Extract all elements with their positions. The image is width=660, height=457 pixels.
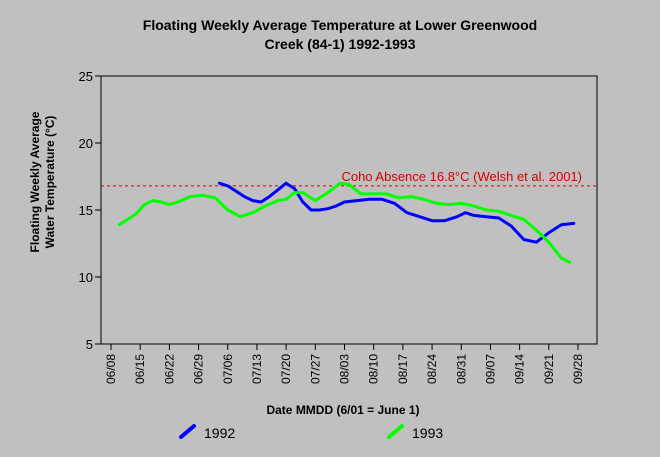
y-axis-label-line1: Floating Weekly Average — [28, 111, 42, 252]
x-tick-label: 06/29 — [192, 354, 206, 384]
x-tick-label: 09/14 — [513, 354, 527, 384]
y-tick-label: 5 — [86, 337, 93, 352]
x-tick-label: 09/28 — [571, 354, 585, 384]
legend-swatch-1992 — [179, 424, 196, 439]
x-axis: 06/08 06/15 06/22 06/29 07/06 07/13 07/20 07/27… — [104, 344, 585, 384]
chart-title-line2: Creek (84-1) 1992-1993 — [265, 36, 416, 52]
plot-area — [100, 75, 598, 345]
legend: 1992 1993 — [179, 424, 443, 441]
chart-title-line1: Floating Weekly Average Temperature at L… — [143, 17, 537, 33]
x-tick-label: 08/31 — [454, 354, 468, 384]
x-tick-label: 07/27 — [308, 354, 322, 384]
y-axis-label-line2: Water Temperature (°C) — [43, 116, 57, 249]
series-line-1993 — [117, 181, 572, 264]
series-group — [117, 181, 576, 264]
y-axis: 5 10 15 20 25 — [79, 69, 101, 352]
x-tick-label: 08/03 — [338, 354, 352, 384]
legend-swatch-1993 — [387, 424, 404, 439]
y-tick-label: 15 — [79, 203, 93, 218]
x-tick-label: 09/07 — [483, 354, 497, 384]
series-line-1992 — [217, 181, 576, 244]
x-tick-label: 07/06 — [221, 354, 235, 384]
threshold-label: Coho Absence 16.8°C (Welsh et al. 2001) — [341, 169, 582, 184]
y-axis-label: Floating Weekly Average Water Temperatur… — [28, 111, 57, 252]
y-tick-label: 10 — [79, 270, 93, 285]
legend-label-1992: 1992 — [204, 425, 235, 441]
y-tick-label: 25 — [79, 69, 93, 84]
x-tick-label: 08/24 — [425, 354, 439, 384]
x-tick-label: 06/15 — [133, 354, 147, 384]
legend-label-1993: 1993 — [412, 425, 443, 441]
x-tick-label: 06/22 — [162, 354, 176, 384]
x-tick-label: 07/20 — [279, 354, 293, 384]
x-axis-label: Date MMDD (6/01 = June 1) — [266, 403, 419, 417]
y-tick-label: 20 — [79, 136, 93, 151]
x-tick-label: 09/21 — [542, 354, 556, 384]
x-tick-label: 07/13 — [250, 354, 264, 384]
x-tick-label: 08/17 — [396, 354, 410, 384]
x-tick-label: 08/10 — [367, 354, 381, 384]
x-tick-label: 06/08 — [104, 354, 118, 384]
